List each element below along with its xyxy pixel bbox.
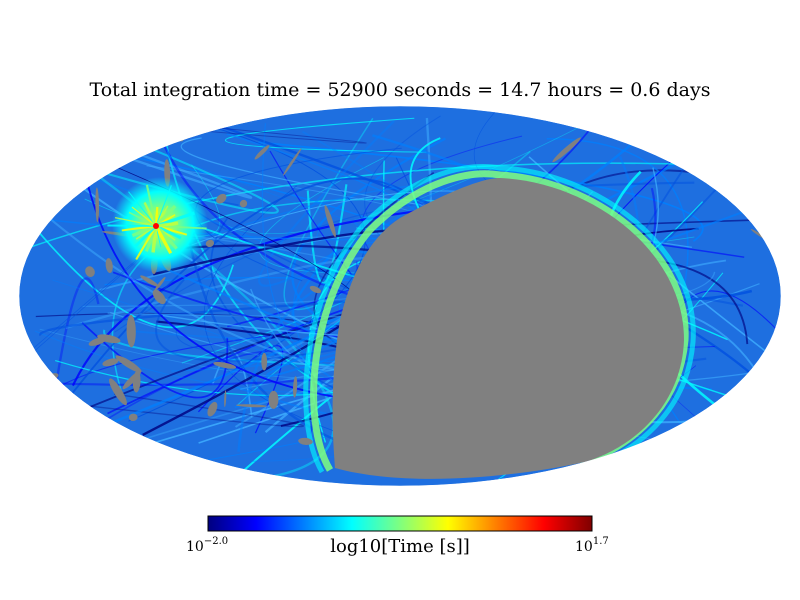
coverage-gap (268, 390, 279, 409)
coverage-gap (324, 205, 336, 238)
coverage-gap (239, 199, 248, 208)
coverage-gap (309, 285, 322, 294)
colorbar-min-label: 10−2.0 (186, 536, 228, 555)
coverage-gap (207, 401, 218, 417)
sky-map (19, 106, 781, 486)
unobserved-region (332, 178, 684, 479)
colorbar-label: log10[Time [s]] (330, 536, 470, 557)
coverage-gap (70, 406, 79, 411)
colorbar: 10−2.0 log10[Time [s]] 101.7 (186, 515, 609, 557)
pole-ray (154, 204, 177, 228)
coverage-gap (298, 437, 313, 445)
pole-ray (131, 224, 157, 237)
coverage-gap (102, 358, 119, 367)
coverage-gap (154, 276, 166, 291)
coverage-gap (552, 137, 581, 163)
scan-arc (79, 151, 340, 399)
coverage-gap (661, 137, 676, 151)
scan-arc (224, 112, 609, 234)
coverage-gap (97, 334, 121, 344)
pole-ray (128, 211, 157, 227)
coverage-gap (282, 148, 302, 176)
coverage-gap (721, 174, 738, 190)
coverage-gap (235, 404, 267, 408)
scan-arc (546, 138, 689, 324)
coverage-gap (755, 447, 778, 470)
colorbar-max-label: 101.7 (575, 536, 609, 555)
coverage-gap (152, 289, 166, 305)
colorbar-min-exponent: −2.0 (204, 536, 228, 547)
colorbar-max-exponent: 1.7 (593, 536, 609, 547)
coverage-gap (95, 187, 100, 223)
coverage-gap (128, 413, 138, 422)
coverage-gap (254, 145, 270, 160)
coverage-gap (115, 355, 142, 373)
pole-ray (135, 225, 157, 261)
pole-rays (107, 184, 207, 261)
coverage-gap (85, 266, 95, 277)
colorbar-ramp (207, 515, 593, 532)
coverage-gap (105, 258, 113, 274)
pole-ray (154, 225, 173, 255)
coverage-gap (109, 378, 127, 406)
pole-ray (131, 206, 157, 227)
pole-ray (145, 184, 158, 227)
coverage-gap (213, 361, 237, 369)
scan-arc (225, 117, 427, 153)
coverage-gap (224, 390, 227, 407)
sky-map-outline (18, 105, 782, 487)
scan-arc (20, 177, 407, 461)
pole-ray (155, 224, 182, 240)
pole-ray (154, 206, 159, 227)
coverage-gap (216, 193, 227, 204)
coverage-gap (33, 373, 59, 387)
coverage-gap (261, 352, 268, 371)
scan-arc (24, 162, 736, 250)
scan-arc (306, 184, 348, 285)
coverage-gap (140, 275, 159, 287)
coverage-gap (122, 370, 142, 390)
pole-ray (134, 224, 158, 248)
pole-ray (114, 216, 157, 227)
chart-title: Total integration time = 52900 seconds =… (90, 79, 711, 101)
colorbar-min-base: 10 (186, 539, 204, 555)
pole-ray (155, 185, 172, 227)
pole-ray (107, 224, 157, 227)
pole-hotspot (153, 223, 159, 229)
scan-edge-band-outer (303, 163, 696, 474)
coverage-gap (126, 314, 136, 348)
coverage-gap (293, 376, 298, 398)
colorbar-max-base: 10 (575, 539, 593, 555)
coverage-gap (205, 239, 215, 247)
pole-ray (155, 221, 179, 228)
pole-ray (128, 191, 157, 227)
